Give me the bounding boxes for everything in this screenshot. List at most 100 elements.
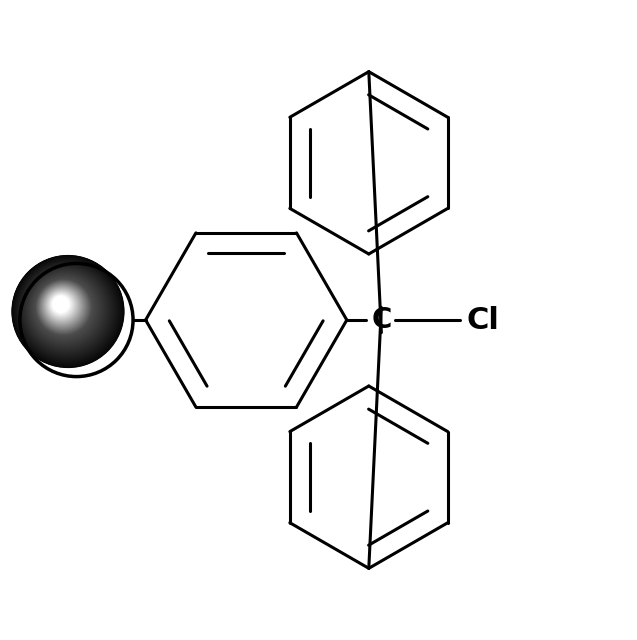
Circle shape xyxy=(25,269,105,349)
Circle shape xyxy=(47,291,76,320)
Circle shape xyxy=(29,273,101,344)
Circle shape xyxy=(20,264,113,356)
Circle shape xyxy=(32,276,96,339)
Circle shape xyxy=(20,263,113,356)
Circle shape xyxy=(38,282,89,332)
Circle shape xyxy=(52,296,69,313)
Circle shape xyxy=(30,273,99,343)
Circle shape xyxy=(55,298,66,309)
Circle shape xyxy=(18,262,115,358)
Circle shape xyxy=(48,292,75,318)
Circle shape xyxy=(31,274,99,342)
Circle shape xyxy=(55,299,65,308)
Circle shape xyxy=(12,255,124,367)
Circle shape xyxy=(36,279,92,335)
Circle shape xyxy=(17,260,118,361)
Circle shape xyxy=(15,259,120,364)
Circle shape xyxy=(20,264,112,356)
Circle shape xyxy=(11,255,125,368)
Circle shape xyxy=(36,280,91,335)
Circle shape xyxy=(48,291,76,319)
Circle shape xyxy=(22,266,110,354)
Circle shape xyxy=(45,289,80,323)
Circle shape xyxy=(43,287,81,324)
Circle shape xyxy=(20,263,113,357)
Circle shape xyxy=(45,289,79,322)
Circle shape xyxy=(16,260,118,362)
Circle shape xyxy=(45,288,80,324)
Circle shape xyxy=(54,297,68,312)
Circle shape xyxy=(15,258,120,364)
Circle shape xyxy=(16,259,118,362)
Circle shape xyxy=(29,272,101,345)
Circle shape xyxy=(47,290,77,321)
Circle shape xyxy=(49,292,74,317)
Circle shape xyxy=(50,294,72,316)
Circle shape xyxy=(36,280,90,334)
Circle shape xyxy=(22,265,111,355)
Circle shape xyxy=(41,284,85,328)
Circle shape xyxy=(43,286,82,326)
Circle shape xyxy=(54,297,68,311)
Circle shape xyxy=(27,271,103,346)
Circle shape xyxy=(47,290,77,321)
Circle shape xyxy=(34,278,94,337)
Circle shape xyxy=(22,265,111,354)
Circle shape xyxy=(51,294,71,315)
Circle shape xyxy=(54,297,68,311)
Circle shape xyxy=(54,298,66,310)
Circle shape xyxy=(45,288,80,323)
Circle shape xyxy=(29,273,100,344)
Circle shape xyxy=(34,277,95,338)
Circle shape xyxy=(29,273,101,344)
Circle shape xyxy=(25,268,106,350)
Circle shape xyxy=(18,261,116,359)
Circle shape xyxy=(17,261,117,360)
Circle shape xyxy=(28,272,102,346)
Circle shape xyxy=(34,277,94,338)
Circle shape xyxy=(39,283,87,330)
Circle shape xyxy=(31,274,99,342)
Circle shape xyxy=(16,259,118,362)
Circle shape xyxy=(34,278,94,337)
Circle shape xyxy=(50,294,72,316)
Circle shape xyxy=(41,285,85,328)
Circle shape xyxy=(27,271,103,347)
Circle shape xyxy=(57,300,63,307)
Circle shape xyxy=(23,267,109,352)
Circle shape xyxy=(25,269,106,349)
Circle shape xyxy=(14,258,120,364)
Circle shape xyxy=(25,269,106,349)
Circle shape xyxy=(32,276,97,340)
Circle shape xyxy=(26,269,104,348)
Circle shape xyxy=(15,259,119,363)
Circle shape xyxy=(31,275,98,341)
Circle shape xyxy=(35,278,93,337)
Circle shape xyxy=(23,266,110,353)
Circle shape xyxy=(21,264,111,355)
Circle shape xyxy=(33,276,96,339)
Circle shape xyxy=(30,274,99,342)
Circle shape xyxy=(45,289,79,323)
Circle shape xyxy=(45,289,78,322)
Circle shape xyxy=(31,275,98,342)
Circle shape xyxy=(28,271,103,346)
Circle shape xyxy=(24,268,107,351)
Circle shape xyxy=(54,298,67,310)
Circle shape xyxy=(50,293,73,317)
Circle shape xyxy=(56,300,64,307)
Circle shape xyxy=(52,296,69,313)
Circle shape xyxy=(36,279,92,335)
Circle shape xyxy=(17,260,117,360)
Circle shape xyxy=(35,279,92,336)
Circle shape xyxy=(12,256,123,367)
Circle shape xyxy=(44,287,81,324)
Circle shape xyxy=(18,262,115,358)
Circle shape xyxy=(13,257,122,365)
Circle shape xyxy=(13,256,123,367)
Circle shape xyxy=(19,262,115,358)
Circle shape xyxy=(54,298,67,310)
Circle shape xyxy=(18,262,115,359)
Circle shape xyxy=(26,269,105,349)
Circle shape xyxy=(52,295,70,314)
